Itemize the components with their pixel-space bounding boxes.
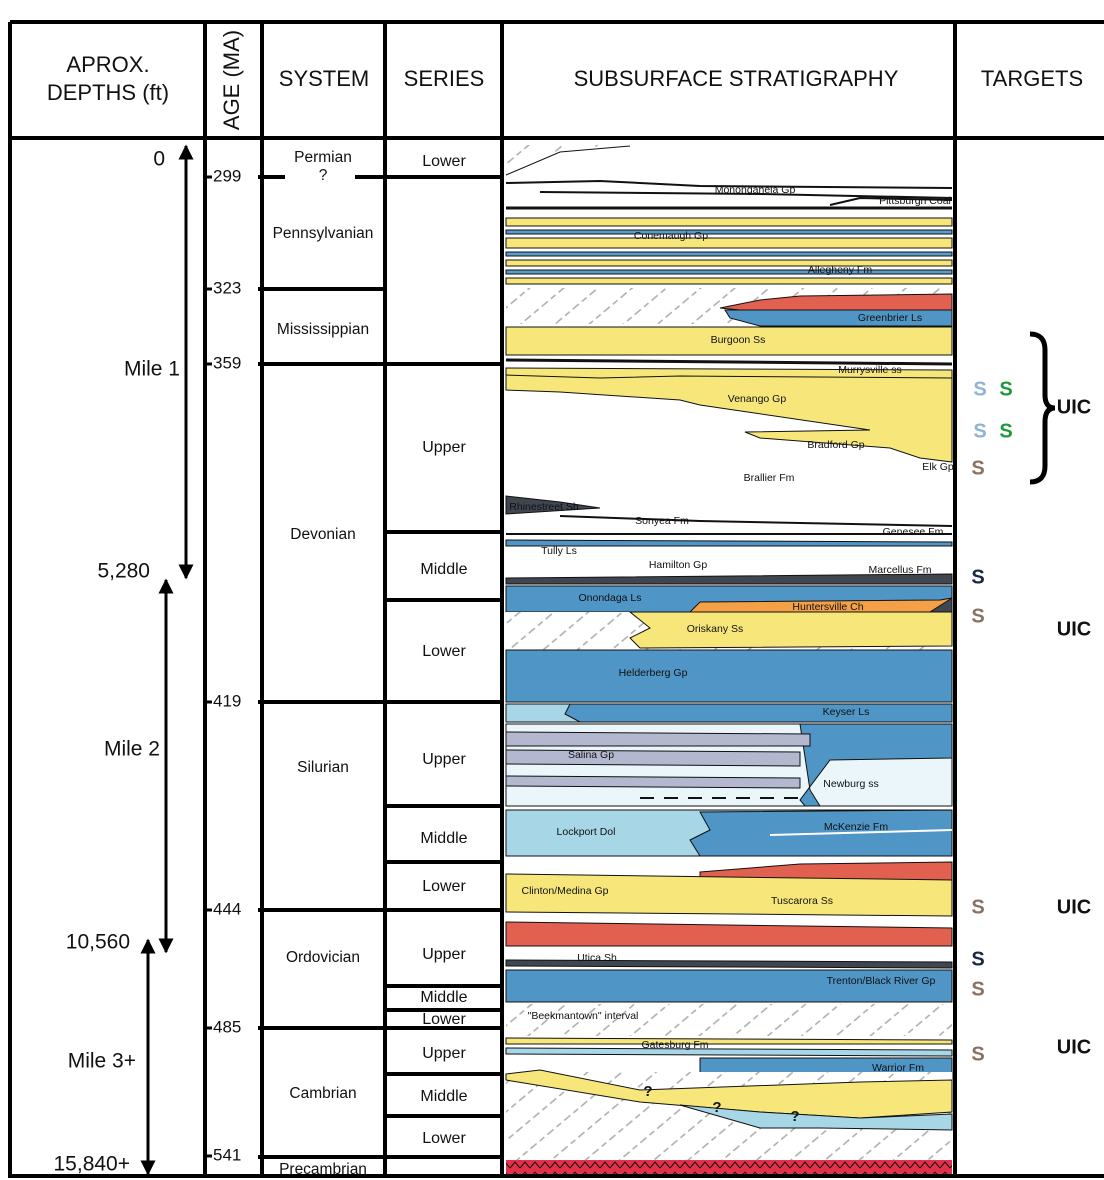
target-mark: S [973,378,986,400]
unit-label: Salina Gp [568,749,614,761]
unit-label: "Beekmantown" interval [528,1010,639,1022]
depth-label: 0 [153,148,165,171]
uic-label: UIC [1057,396,1091,418]
unit-label: Utica Sh [577,952,617,964]
header-depths: APROX. [66,52,149,77]
series-label: Upper [422,946,466,963]
target-mark: S [999,420,1012,442]
series-label: Lower [422,643,466,660]
depth-arrows [148,146,186,1174]
unit-label: Sonyea Fm [635,515,689,527]
target-mark: S [973,420,986,442]
series-label: Lower [422,1011,466,1028]
depth-label: 15,840+ [54,1153,131,1176]
target-mark: S [971,605,984,627]
unit-label: Oriskany Ss [687,623,744,635]
unit-label: Tuscarora Ss [771,895,833,907]
age-label: 359 [213,353,241,372]
system-label: Mississippian [277,321,369,338]
depth-label: Mile 3+ [68,1050,136,1073]
age-label: 485 [213,1017,241,1036]
system-label: Ordovician [286,949,360,966]
header-system: SYSTEM [279,66,369,91]
system-label: ? [319,167,328,184]
unit-label: ? [790,1108,799,1125]
unit-label: Murrysville ss [838,364,902,376]
stratigraphic-column: APROX. DEPTHS (ft) AGE (MA) SYSTEM SERIE… [0,0,1104,1180]
unit-label: Pittsburgh Coal [879,195,951,207]
unit-label: Hamilton Gp [649,559,708,571]
header-series: SERIES [404,66,485,91]
series-label: Middle [420,561,467,578]
unit-label: Trenton/Black River Gp [827,975,936,987]
age-label: 419 [213,691,241,710]
unit-label: ? [643,1083,652,1100]
unit-label: Marcellus Fm [868,564,931,576]
header-targets: TARGETS [981,66,1083,91]
unit-label: Newburg ss [823,778,878,790]
target-mark: S [971,566,984,588]
header-age: AGE (MA) [219,30,244,130]
target-mark: S [971,948,984,970]
system-label: Pennsylvanian [273,225,374,242]
header: APROX. DEPTHS (ft) AGE (MA) SYSTEM SERIE… [47,30,1083,130]
target-mark: S [971,978,984,1000]
unit-label: Venango Gp [728,393,787,405]
series-label: Middle [420,989,467,1006]
system-label: Devonian [290,526,356,543]
unit-label: Genesee Fm [883,526,944,538]
uic-label: UIC [1057,896,1091,918]
unit-label: Huntersville Ch [792,601,863,613]
unit-label: ? [712,1099,721,1116]
header-depths: DEPTHS (ft) [47,80,169,105]
system-label: Cambrian [289,1085,356,1102]
age-label: 299 [213,166,241,185]
system-label: Precambrian [279,1161,367,1178]
header-stratigraphy: SUBSURFACE STRATIGRAPHY [574,66,899,91]
series-label: Upper [422,751,466,768]
series-label: Upper [422,439,466,456]
unit-label: Tully Ls [541,545,577,557]
unit-label: Clinton/Medina Gp [522,885,609,897]
unit-label: Gatesburg Fm [641,1039,708,1051]
unit-label: McKenzie Fm [824,821,888,833]
uic-label: UIC [1057,618,1091,640]
unit-label: Keyser Ls [823,706,870,718]
uic-label: UIC [1057,1036,1091,1058]
unit-label: Brallier Fm [744,472,795,484]
age-label: 541 [213,1145,241,1164]
depth-label: 10,560 [66,931,130,954]
unit-label: Elk Gp [922,461,954,473]
unit-label: Lockport Dol [557,826,616,838]
unit-label: Helderberg Gp [619,667,688,679]
unit-label: Conemaugh Gp [634,230,708,242]
target-mark: S [971,457,984,479]
series-label: Upper [422,1045,466,1062]
depth-label: Mile 2 [104,738,160,761]
depth-label: Mile 1 [124,358,180,381]
unit-label: Bradford Gp [807,439,864,451]
series-label: Lower [422,153,466,170]
age-label: 444 [213,899,241,918]
series-label: Lower [422,1130,466,1147]
unit-label: Rhinestreet Sh [509,501,579,513]
series-label: Middle [420,1088,467,1105]
unit-label: Allegheny Fm [808,264,872,276]
unit-label: Burgoon Ss [711,334,766,346]
depth-label: 5,280 [97,560,150,583]
series-label: Lower [422,878,466,895]
system-label: Silurian [297,759,349,776]
system-label: Permian [294,149,352,166]
age-label: 323 [213,278,241,297]
unit-label: Warrior Fm [872,1062,924,1074]
target-mark: S [971,1043,984,1065]
unit-label: Onondaga Ls [578,592,641,604]
target-mark: S [999,378,1012,400]
target-mark: S [971,896,984,918]
series-label: Middle [420,830,467,847]
unit-label: Monongahela Gp [715,184,796,196]
brace [1030,334,1055,482]
unit-label: Greenbrier Ls [858,312,922,324]
